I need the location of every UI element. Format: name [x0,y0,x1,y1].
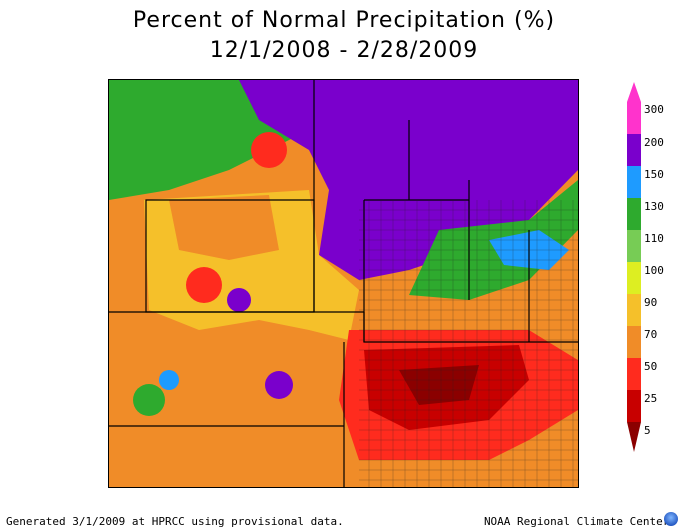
legend-swatch-70 [627,326,641,358]
legend-top-arrow [627,82,641,102]
legend-swatch-90 [627,294,641,326]
legend-label-25: 25 [644,392,658,405]
legend-label-110: 110 [644,232,664,245]
legend-label-300: 300 [644,103,664,116]
legend-label-50: 50 [644,360,658,373]
footer-generated-note: Generated 3/1/2009 at HPRCC using provis… [6,515,344,528]
legend-swatch-100 [627,262,641,294]
footer-agency: NOAA Regional Climate Centers [483,515,676,528]
legend-label-200: 200 [644,136,664,149]
region-wyoming-orange [169,195,279,260]
county-grid [359,200,578,487]
region-co-purple-cell [227,288,251,312]
legend-label-90: 90 [644,296,658,309]
region-nm-purple-cell [265,371,293,399]
region-az-green-cell [133,384,165,416]
legend-swatch-130 [627,198,641,230]
legend-swatch-50 [627,358,641,390]
legend-label-130: 130 [644,200,664,213]
legend-label-150: 150 [644,168,664,181]
state-boundaries [109,80,578,487]
legend-label-70: 70 [644,328,658,341]
legend-swatch-150 [627,166,641,198]
legend-label-5: 5 [644,424,651,437]
legend-swatch-300 [627,102,641,134]
noaa-logo-icon [664,512,678,526]
legend-swatch-110 [627,230,641,262]
map-canvas [109,80,578,487]
region-wy-red-cell [251,132,287,168]
map-title: Percent of Normal Precipitation (%) [132,8,556,33]
legend-bottom-arrow [627,422,641,452]
legend-label-100: 100 [644,264,664,277]
precipitation-map [108,79,579,488]
region-core-driest [399,365,479,405]
map-date-range: 12/1/2008 - 2/28/2009 [209,38,479,63]
region-co-red-cell [186,267,222,303]
legend-swatch-25 [627,390,641,422]
legend-swatch-200 [627,134,641,166]
legend-colorbar [625,82,665,454]
region-az-blue-cell [159,370,179,390]
legend-bar-svg [627,82,641,452]
